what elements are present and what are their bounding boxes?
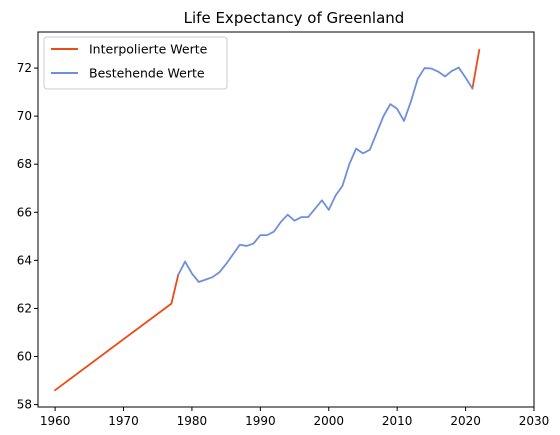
x-tick-label: 2020	[450, 414, 481, 428]
x-tick-label: 1980	[177, 414, 208, 428]
y-tick-label: 72	[17, 61, 32, 75]
series-line-1-segment-0	[177, 66, 474, 283]
legend-box	[43, 36, 228, 90]
chart-title: Life Expectancy of Greenland	[184, 9, 405, 27]
x-tick-label: 1960	[40, 414, 71, 428]
series-line-0-segment-1	[471, 48, 481, 90]
y-tick-label: 70	[17, 109, 32, 123]
series-line-0-segment-0	[53, 273, 180, 392]
y-tick-label: 64	[17, 253, 32, 267]
y-tick-label: 58	[17, 398, 32, 412]
x-tick-label: 1970	[108, 414, 139, 428]
y-tick-label: 62	[17, 301, 32, 315]
y-tick-label: 68	[17, 157, 32, 171]
y-axis: 58 60 62 64 66 68 70 72	[17, 61, 38, 412]
x-tick-label: 2030	[519, 414, 550, 428]
x-tick-label: 2010	[382, 414, 413, 428]
y-tick-label: 66	[17, 205, 32, 219]
x-tick-label: 1990	[245, 414, 276, 428]
legend-label-existing: Bestehende Werte	[89, 66, 205, 81]
plot-frame	[37, 31, 535, 408]
plot-lines	[53, 48, 481, 392]
x-axis: 1960 1970 1980 1990 2000 2010 2020 2030	[40, 407, 549, 428]
y-tick-label: 60	[17, 350, 32, 364]
legend: Interpolierte Werte Bestehende Werte	[43, 36, 228, 90]
legend-label-interpolated: Interpolierte Werte	[89, 42, 208, 57]
x-tick-label: 2000	[313, 414, 344, 428]
